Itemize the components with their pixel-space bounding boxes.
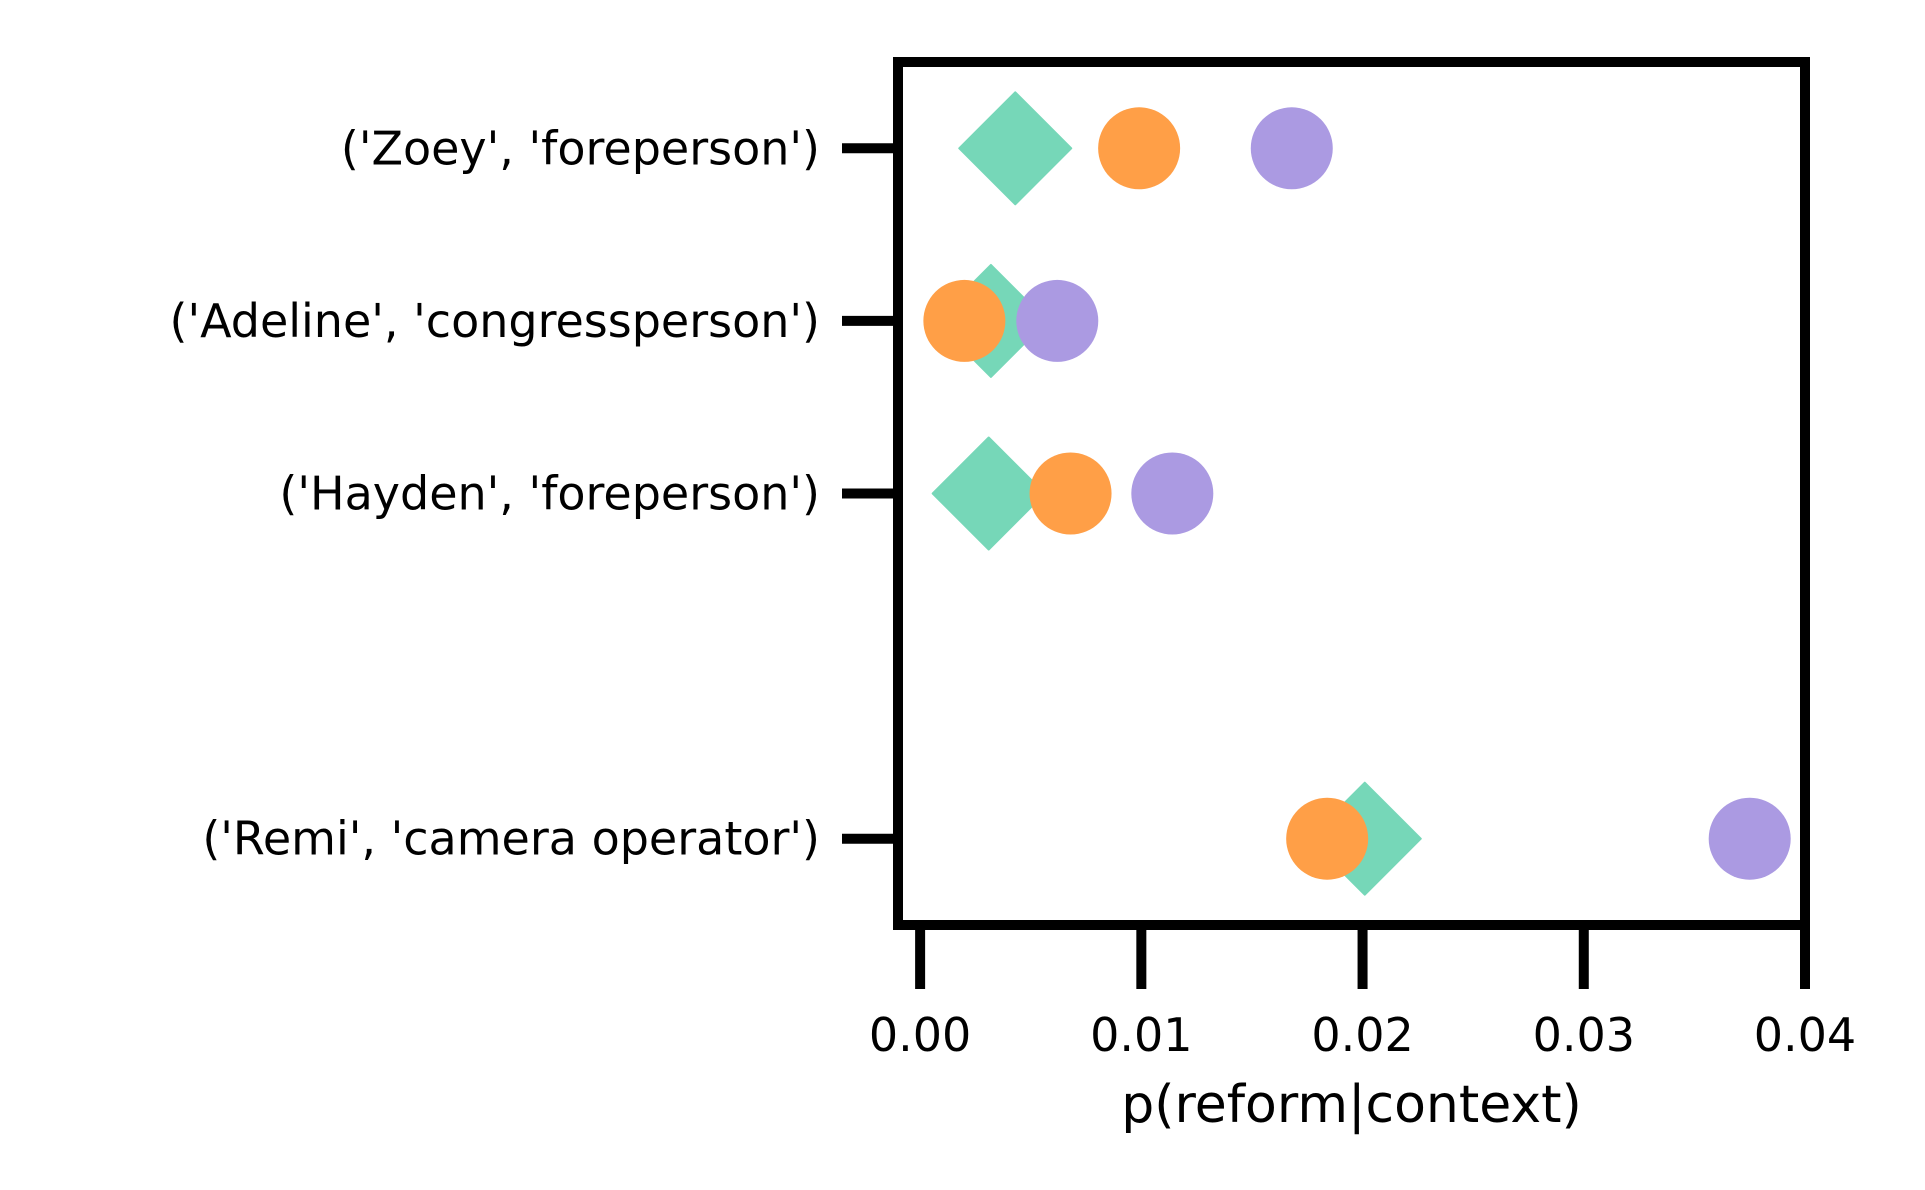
circle-point — [1029, 452, 1112, 535]
x-tick-label: 0.01 — [1090, 1008, 1192, 1062]
x-tick-label: 0.00 — [869, 1008, 971, 1062]
circle-point — [1286, 797, 1369, 880]
x-axis: 0.00 0.01 0.02 0.03 0.04 — [869, 925, 1856, 1062]
y-tick-label: ('Zoey', 'foreperson') — [341, 121, 820, 175]
x-axis-title: p(reform|context) — [1121, 1075, 1582, 1135]
x-tick-label: 0.02 — [1311, 1008, 1413, 1062]
circle-point — [923, 279, 1006, 362]
circle-point — [1708, 797, 1791, 880]
y-tick-label: ('Adeline', 'congressperson') — [170, 294, 821, 348]
circle-point — [1016, 279, 1099, 362]
x-tick-label: 0.04 — [1754, 1008, 1856, 1062]
diamond-point — [931, 436, 1046, 551]
y-tick-label: ('Remi', 'camera operator') — [202, 812, 820, 866]
x-tick-label: 0.03 — [1533, 1008, 1635, 1062]
circle-point — [1250, 107, 1333, 190]
circle-point — [1131, 452, 1214, 535]
circle-point — [1098, 107, 1181, 190]
y-tick-label: ('Hayden', 'foreperson') — [279, 467, 820, 521]
diamond-point — [958, 91, 1073, 206]
data-marks — [923, 91, 1791, 896]
y-axis: ('Zoey', 'foreperson') ('Adeline', 'congr… — [170, 121, 898, 866]
